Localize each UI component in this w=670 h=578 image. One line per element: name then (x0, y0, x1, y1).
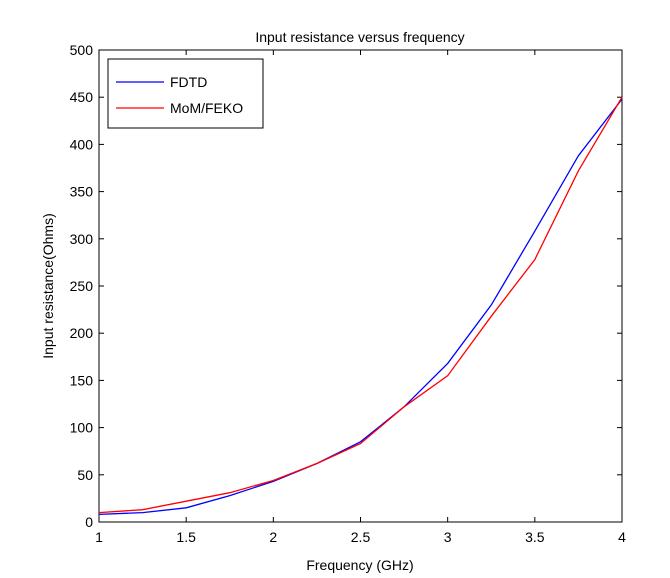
y-tick-label: 250 (70, 278, 94, 294)
y-axis-title: Input resistance(Ohms) (40, 213, 56, 359)
x-tick-label: 1.5 (176, 529, 196, 545)
legend-label-mom-feko: MoM/FEKO (170, 100, 243, 116)
y-tick-label: 150 (70, 372, 94, 388)
x-tick-label: 3 (444, 529, 452, 545)
x-tick-label: 1 (95, 529, 103, 545)
y-tick-label: 100 (70, 420, 94, 436)
y-tick-label: 450 (70, 89, 94, 105)
y-tick-label: 500 (70, 42, 94, 58)
y-tick-label: 300 (70, 231, 94, 247)
x-axis-title: Frequency (GHz) (306, 557, 413, 573)
chart-title: Input resistance versus frequency (255, 29, 464, 45)
tick-labels: 1 1.5 2 2.5 3 3.5 4 0 50 100 150 200 250 300 350 400 450… (70, 42, 626, 545)
series-line-fdtd (98, 98, 623, 516)
y-tick-label: 0 (85, 514, 93, 530)
x-tick-label: 4 (618, 529, 626, 545)
y-tick-label: 50 (77, 467, 93, 483)
x-tick-label: 2 (269, 529, 277, 545)
tick-marks (98, 49, 623, 523)
y-tick-label: 350 (70, 184, 94, 200)
x-tick-label: 3.5 (525, 529, 545, 545)
legend: FDTD MoM/FEKO (107, 58, 264, 129)
legend-box (107, 58, 264, 129)
legend-label-fdtd: FDTD (170, 74, 207, 90)
x-tick-label: 2.5 (351, 529, 371, 545)
y-tick-label: 400 (70, 136, 94, 152)
y-tick-label: 200 (70, 325, 94, 341)
series-line-mom-feko (98, 96, 623, 514)
series-layer (98, 96, 623, 516)
